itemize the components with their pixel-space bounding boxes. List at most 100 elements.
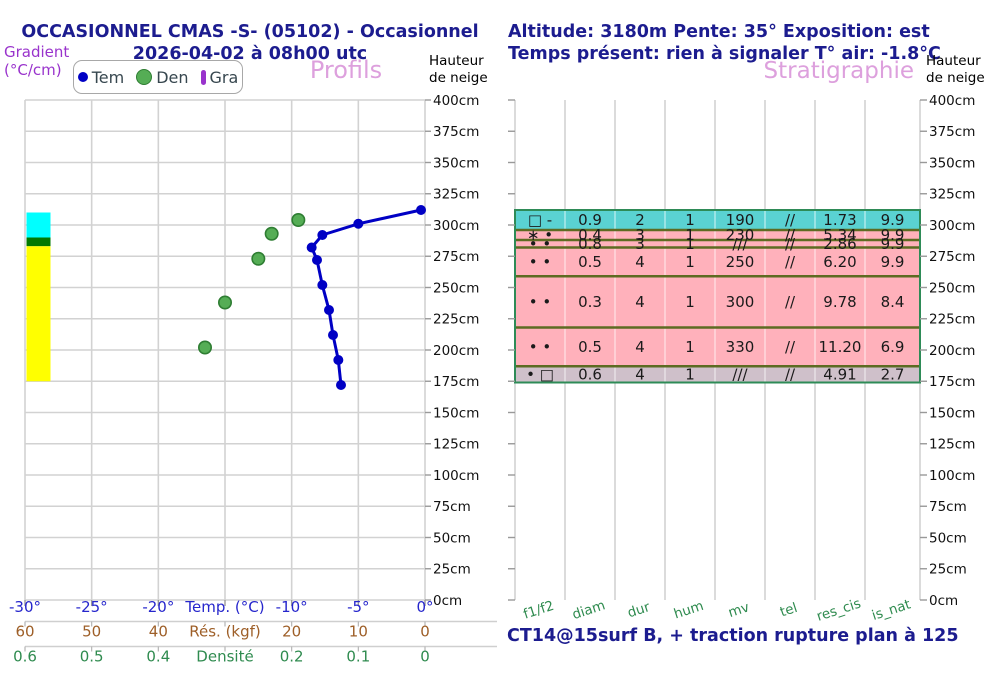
column-header-dur: dur [626, 599, 653, 621]
density-series [198, 213, 306, 355]
strat-cell: 0.6 [578, 365, 602, 383]
height-axis-label-right: Hauteur de neige [926, 53, 985, 86]
site-conditions-header: Altitude: 3180m Pente: 35° Exposition: e… [508, 21, 941, 65]
strat-cell: /// [732, 365, 748, 383]
strat-cell: 0.9 [578, 211, 602, 229]
strat-cell: 1 [685, 211, 695, 229]
density-point [264, 226, 279, 241]
x-tick-label-densite: Densité [196, 648, 253, 666]
strat-cell: 3 [635, 235, 645, 253]
density-point [291, 213, 306, 228]
y-tick-label: 300cm [929, 218, 975, 234]
x-tick-label-densite: 0.4 [146, 648, 170, 666]
legend-item-den[interactable]: Den [136, 68, 189, 87]
y-tick-label: 150cm [433, 405, 479, 421]
column-header-rescis: res_cis [815, 596, 863, 625]
strat-cell: 1 [685, 293, 695, 311]
site-conditions-line1: Altitude: 3180m Pente: 35° Exposition: e… [508, 22, 930, 42]
strat-cell: 1 [685, 226, 695, 244]
column-header-mv: mv [726, 599, 751, 621]
y-tick-label: 225cm [433, 312, 479, 328]
strat-cell: 4 [635, 365, 645, 383]
x-tick-label-temp: -25° [76, 598, 108, 616]
legend-item-tem[interactable]: Tem [77, 68, 124, 87]
y-tick-label: 25cm [929, 562, 967, 578]
strat-layer-row [515, 366, 920, 383]
temperature-point [328, 330, 338, 340]
strat-cell: 6.9 [881, 338, 905, 356]
column-header-f1f2: f1/f2 [521, 598, 556, 623]
x-tick-label-resistance: 20 [282, 623, 301, 641]
strat-cell: 0.8 [578, 235, 602, 253]
strat-cell: /// [732, 235, 748, 253]
y-tick-label: 175cm [929, 374, 975, 390]
y-tick-label: 350cm [929, 155, 975, 171]
strat-cell: 330 [726, 338, 755, 356]
grain-shape-symbols: • • [529, 235, 551, 253]
y-tick-label: 275cm [929, 249, 975, 265]
strat-cell: 9.9 [881, 253, 905, 271]
strat-layer-row [515, 230, 920, 240]
x-tick-label-resistance: Rés. (kgf) [189, 623, 261, 641]
station-title: OCCASIONNEL CMAS -S- (05102) - Occasionn… [0, 21, 500, 65]
temperature-point [317, 280, 328, 290]
temperature-point [333, 355, 344, 365]
strat-cell: 4 [635, 253, 645, 271]
profils-grid [24, 99, 426, 601]
gradient-axis-label: Gradient (°C/cm) [4, 43, 70, 79]
temperature-point [416, 205, 426, 215]
y-tick-label: 100cm [929, 468, 975, 484]
strat-cell: 9.78 [823, 293, 856, 311]
strat-cell: // [785, 211, 796, 229]
strat-cell: 6.20 [823, 253, 856, 271]
density-point [198, 340, 213, 355]
strat-cell: 1 [685, 235, 695, 253]
strat-layer-row [515, 276, 920, 328]
grain-shape-symbols: • • [529, 338, 551, 356]
x-tick-label-temp: -20° [142, 598, 174, 616]
y-tick-label: 225cm [929, 312, 975, 328]
profils-x-axes: -30° -25° -20° Temp. (°C) -10° -5° 0° 60 50 40 Rés… [9, 598, 497, 666]
observation-date: 2026-04-02 à 08h00 utc [132, 44, 368, 64]
x-tick-label-resistance: 60 [15, 623, 34, 641]
strat-cell: 1 [685, 365, 695, 383]
height-axis-label-left: Hauteur de neige [429, 53, 488, 86]
y-tick-label: 50cm [929, 530, 967, 546]
strat-cell: // [785, 253, 796, 271]
y-tick-label: 175cm [433, 374, 479, 390]
stratigraphie-y-axis: 0cm 25cm 50cm 75cm 100cm 125cm 150cm 175cm 200cm… [508, 93, 975, 609]
temperature-point [336, 380, 346, 390]
grain-shape-symbols: • □ [526, 365, 554, 383]
y-tick-label: 0cm [433, 593, 462, 609]
y-tick-label: 375cm [929, 124, 975, 140]
y-tick-label: 325cm [433, 187, 479, 203]
grain-shape-symbols: ∗ • [527, 226, 553, 244]
strat-cell: 190 [726, 211, 755, 229]
strat-cell: 2.7 [881, 365, 905, 383]
stability-test-note: CT14@15surf B, + traction rupture plan à… [507, 626, 959, 646]
y-tick-label: 250cm [929, 280, 975, 296]
strat-cell: 2 [635, 211, 645, 229]
gradient-bar-icon [200, 69, 206, 85]
x-tick-label-temp: -5° [347, 598, 369, 616]
strat-cell: // [785, 235, 796, 253]
x-tick-label-densite: 0.6 [13, 648, 37, 666]
strat-cell: 5.34 [823, 226, 856, 244]
grain-shape-symbols: □ - [528, 211, 552, 229]
column-header-diam: diam [570, 597, 607, 623]
column-header-isnat: is_nat [870, 596, 913, 623]
strat-layer-cells: □ - 0.9 2 1 190 // 1.73 9.9 ∗ • 0.4 3 1 230 // 5.34 9.9… [526, 211, 904, 383]
temperature-point [353, 218, 364, 229]
x-tick-label-resistance: 0 [420, 623, 430, 641]
strat-column-headers: f1/f2 diam dur hum mv tel res_cis is_nat [521, 596, 912, 625]
strat-cell: 1 [685, 338, 695, 356]
gradient-bar-segment [26, 212, 51, 238]
x-tick-label-densite: 0 [420, 648, 430, 666]
x-tick-label-temp: 0° [416, 598, 433, 616]
grain-shape-symbols: • • [529, 293, 551, 311]
strat-cell: // [785, 365, 796, 383]
strat-cell: 9.9 [881, 226, 905, 244]
x-tick-label-temp: Temp. (°C) [184, 598, 264, 616]
legend-item-gra[interactable]: Gra [200, 68, 238, 87]
